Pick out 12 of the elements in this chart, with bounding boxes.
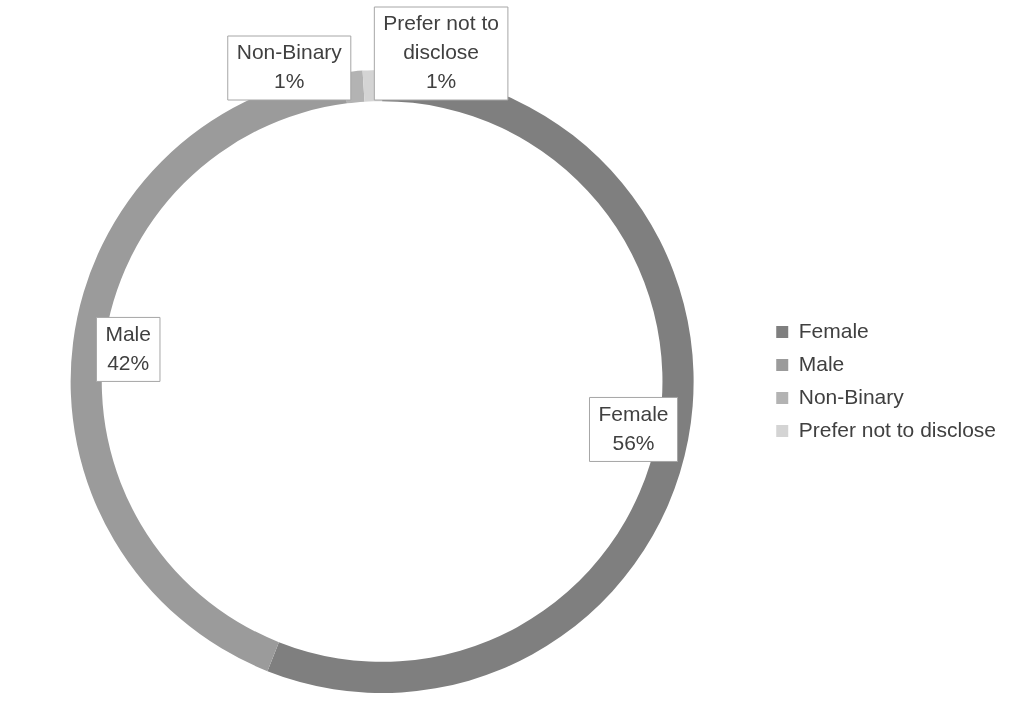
legend-label: Female xyxy=(798,318,869,342)
data-label: 1% xyxy=(274,69,305,93)
slice-label: Non-Binary xyxy=(236,40,343,64)
slice-label: Male xyxy=(105,321,151,345)
legend-label: Prefer not to disclose xyxy=(798,417,996,441)
data-label: 1% xyxy=(425,69,457,93)
slice-label: Prefer not to disclose xyxy=(383,11,499,64)
data-label: 56% xyxy=(612,430,655,454)
legend-label: Non-Binary xyxy=(798,384,905,408)
legend-label: Male xyxy=(798,351,845,375)
slice-label: Female xyxy=(598,401,669,425)
data-label: 42% xyxy=(107,350,150,374)
